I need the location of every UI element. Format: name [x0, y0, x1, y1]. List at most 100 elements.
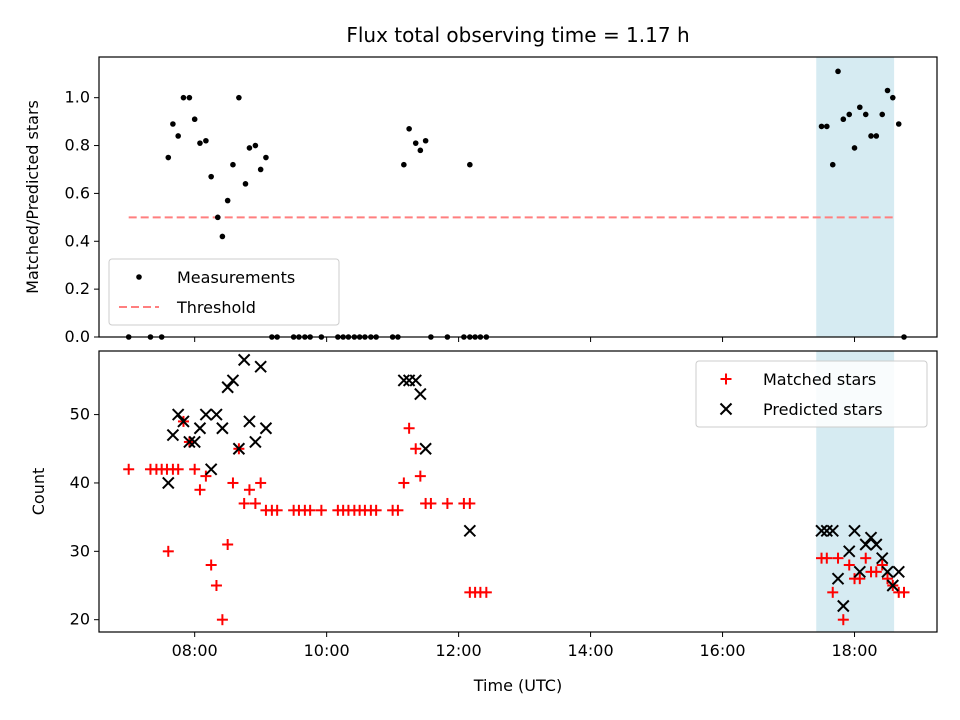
predicted-star-point — [463, 524, 477, 538]
measurement-point — [170, 121, 176, 127]
matched-star-point — [410, 443, 422, 455]
measurement-point — [889, 94, 896, 101]
predicted-star-point — [162, 476, 175, 490]
top-y-tick-label: 0.0 — [65, 327, 90, 346]
bottom-legend-box — [695, 360, 928, 428]
bottom-x-axis-ticks: 08:00 10:00 12:00 14:00 16:00 18:00 — [172, 632, 878, 660]
matched-star-point — [238, 497, 250, 509]
matched-star-point — [837, 614, 849, 626]
top-x-axis-ticks — [194, 337, 856, 342]
measurement-point — [417, 147, 424, 154]
top-legend-box — [108, 258, 340, 326]
measurement-point — [835, 68, 841, 75]
legend-label-predicted-stars: Predicted stars — [763, 400, 883, 419]
predicted-star-point — [232, 442, 246, 455]
top-y-axis-ticks: 0.0 0.2 0.4 0.6 0.8 1.0 — [65, 88, 99, 346]
predicted-star-point — [177, 415, 190, 428]
x-axis-label: Time (UTC) — [473, 676, 562, 695]
measurement-point — [263, 154, 269, 161]
legend-plus-mark — [720, 373, 732, 385]
predicted-star-point — [864, 531, 878, 544]
legend-marker-matched-stars — [720, 373, 732, 385]
matched-star-point — [854, 573, 866, 585]
measurement-point — [208, 173, 214, 180]
matched-star-point — [425, 497, 437, 509]
matched-star-point — [249, 497, 261, 509]
x-tick-label: 14:00 — [568, 641, 614, 660]
legend-marker-predicted-stars — [719, 402, 733, 416]
matched-star-point — [210, 580, 222, 592]
matched-star-point — [898, 586, 910, 598]
predicted-star-point — [199, 408, 213, 421]
matched-star-point — [243, 484, 255, 496]
matched-star-point — [162, 545, 174, 557]
bottom-y-tick-label: 50 — [70, 405, 90, 424]
legend-label-matched-stars: Matched stars — [763, 370, 876, 389]
predicted-star-point — [210, 408, 223, 421]
top-plot-frame — [98, 56, 938, 338]
predicted-star-point — [193, 422, 207, 435]
matched-star-point — [189, 463, 201, 475]
predicted-star-point — [831, 572, 845, 585]
predicted-star-point — [419, 442, 432, 455]
top-legend: Measurements Threshold — [108, 258, 340, 326]
top-highlight-span — [816, 57, 895, 337]
predicted-star-point — [843, 545, 856, 558]
measurement-point — [879, 111, 886, 118]
x-tick-label: 12:00 — [436, 641, 482, 660]
predicted-star-point — [237, 353, 251, 367]
measurement-point — [862, 111, 869, 118]
bottom-plot-frame — [98, 350, 938, 633]
predicted-star-point — [876, 551, 889, 565]
measurement-point — [846, 111, 853, 118]
measurement-point — [214, 214, 221, 221]
matched-star-point — [441, 497, 453, 509]
legend-x-mark — [719, 402, 733, 416]
predicted-star-point — [171, 408, 185, 421]
predicted-star-point — [837, 599, 850, 613]
matched-star-point — [392, 504, 404, 516]
top-y-tick-label: 0.4 — [65, 231, 90, 250]
matched-star-point — [205, 559, 217, 571]
measurement-point — [236, 94, 242, 101]
x-tick-label: 10:00 — [304, 641, 350, 660]
measurement-point — [829, 161, 836, 168]
predicted-star-point — [204, 463, 218, 476]
matched-star-point — [843, 559, 855, 571]
matched-star-point — [304, 504, 316, 516]
measurements-series — [125, 68, 907, 340]
top-y-axis-label: Matched/Predicted stars — [23, 100, 42, 294]
predicted-star-point — [166, 428, 180, 442]
bottom-y-tick-label: 40 — [70, 473, 90, 492]
predicted-star-point — [815, 524, 828, 538]
top-y-tick-label: 0.2 — [65, 279, 90, 298]
top-y-tick-label: 0.8 — [65, 136, 90, 155]
matched-star-point — [222, 538, 234, 550]
top-panel: 0.0 0.2 0.4 0.6 0.8 1.0 Matched/Predicted sta… — [23, 56, 938, 346]
matched-star-point — [227, 477, 239, 489]
legend-label-measurements: Measurements — [177, 268, 295, 287]
matched-star-point — [172, 463, 184, 475]
predicted-star-point — [881, 565, 894, 579]
predicted-star-point — [259, 422, 273, 435]
measurement-point — [851, 145, 858, 151]
x-tick-label: 08:00 — [172, 641, 218, 660]
measurement-point — [252, 142, 259, 149]
predicted-star-point — [826, 524, 839, 538]
matched-star-point — [255, 477, 267, 489]
measurement-point — [186, 94, 193, 101]
measurement-point — [401, 161, 407, 168]
predicted-star-point — [216, 422, 229, 435]
matched-star-point — [882, 573, 894, 585]
matched-star-point — [271, 504, 283, 516]
matched-star-point — [216, 614, 228, 626]
predicted-star-point — [853, 565, 867, 579]
predicted-star-point — [243, 415, 256, 428]
predicted-star-point — [183, 435, 196, 449]
bottom-y-tick-label: 30 — [70, 541, 90, 560]
top-y-tick-label: 0.6 — [65, 183, 90, 202]
matched-star-point — [832, 552, 844, 564]
measurement-point — [175, 133, 181, 139]
